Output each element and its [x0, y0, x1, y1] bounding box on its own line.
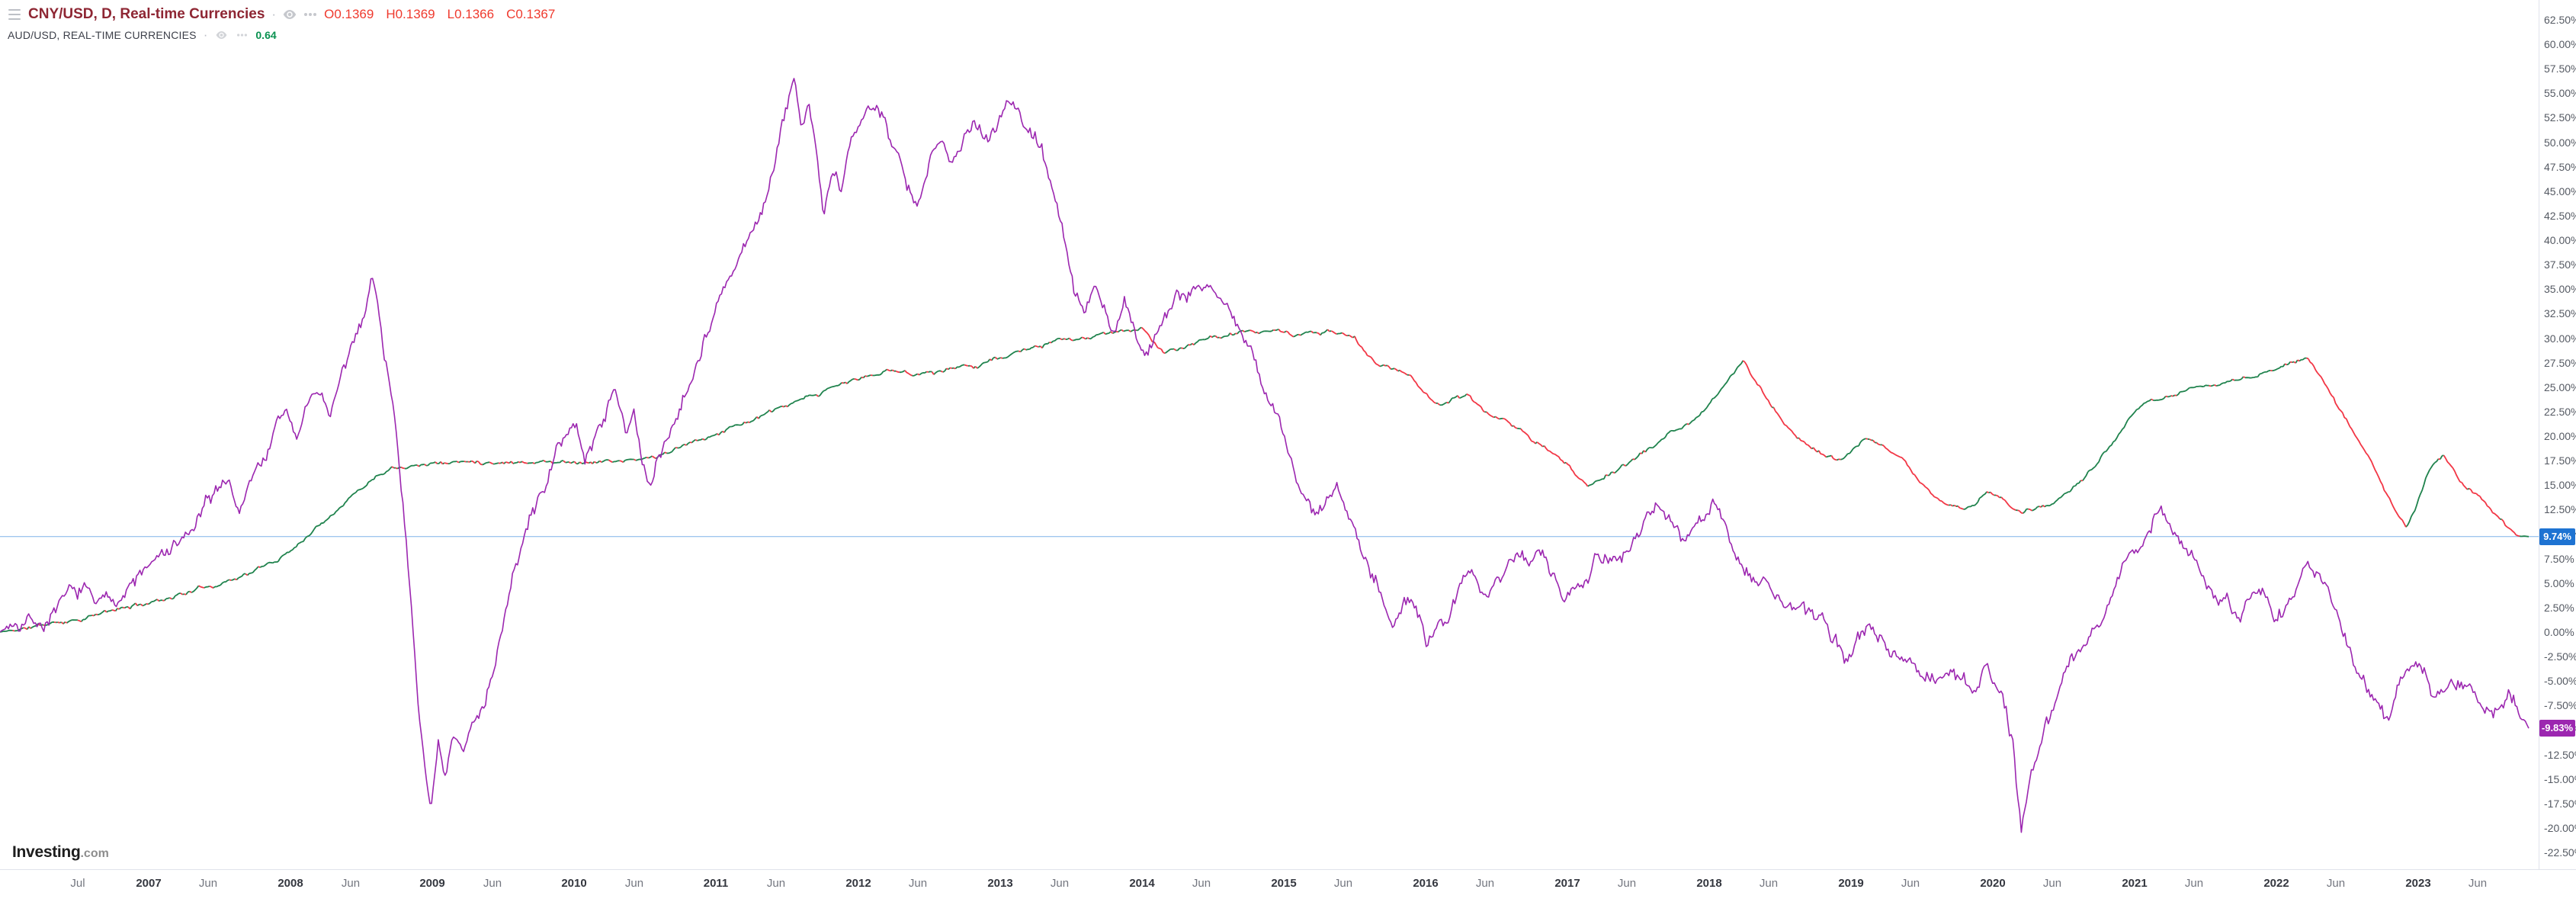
x-axis-label: Jun	[908, 877, 928, 890]
more-options-icon[interactable]	[235, 28, 249, 42]
x-axis-label: Jun	[1617, 877, 1637, 890]
x-axis-label: 2011	[703, 877, 729, 890]
y-axis-label: 47.50%	[2544, 160, 2576, 173]
y-axis-label: 32.50%	[2544, 307, 2576, 320]
y-axis-label: -5.00%	[2544, 675, 2576, 688]
ohlc-values: O0.1369 H0.1369 L0.1366 C0.1367	[324, 7, 555, 22]
y-axis-label: 2.50%	[2544, 601, 2574, 614]
y-axis-label: 5.00%	[2544, 576, 2574, 589]
x-axis-label: Jun	[2468, 877, 2488, 890]
x-axis-label: Jun	[341, 877, 361, 890]
x-axis-label: 2018	[1696, 877, 1722, 890]
x-axis-label: Jun	[2042, 877, 2062, 890]
x-axis-label: 2009	[419, 877, 445, 890]
y-axis-label: -20.00%	[2544, 821, 2576, 834]
y-axis-label: 27.50%	[2544, 356, 2576, 369]
y-axis-label: 25.00%	[2544, 380, 2576, 393]
legend-separator-dot: ·	[203, 27, 208, 42]
price-axis[interactable]: 62.50% 60.00% 57.50% 55.00% 52.50% 50.00% 47.5…	[2539, 0, 2576, 869]
aud-usd-series-line	[0, 78, 2529, 833]
compare-symbol-legend-row: AUD/USD, REAL-TIME CURRENCIES · 0.64	[8, 24, 555, 45]
x-axis-label: 2020	[1980, 877, 2006, 890]
x-axis-label: 2016	[1413, 877, 1439, 890]
more-options-icon[interactable]	[303, 8, 317, 21]
logo-text-main: Investing	[12, 843, 81, 861]
x-axis-label: 2008	[277, 877, 303, 890]
eye-icon[interactable]	[214, 28, 228, 42]
symbol-title[interactable]: CNY/USD, D, Real-time Currencies	[28, 5, 265, 22]
x-axis-label: Jun	[1050, 877, 1070, 890]
y-axis-label: -15.00%	[2544, 772, 2576, 785]
y-axis-label: -22.50%	[2544, 846, 2576, 859]
y-axis-label: -17.50%	[2544, 797, 2576, 810]
chart-legend: CNY/USD, D, Real-time Currencies · O0.13…	[8, 4, 555, 45]
compare-symbol-value: 0.64	[255, 28, 277, 41]
x-axis-label: 2019	[1838, 877, 1864, 890]
x-axis-label: Jun	[2326, 877, 2346, 890]
y-axis-label: 62.50%	[2544, 14, 2576, 26]
y-axis-label: -2.50%	[2544, 650, 2576, 663]
y-axis-label: 20.00%	[2544, 430, 2576, 442]
y-axis-label: 50.00%	[2544, 136, 2576, 149]
x-axis-label: 2023	[2405, 877, 2431, 890]
y-axis-label: 60.00%	[2544, 38, 2576, 51]
y-axis-label: 57.50%	[2544, 63, 2576, 75]
cny-usd-series-up	[0, 326, 2529, 633]
y-axis-label: -12.50%	[2544, 748, 2576, 761]
x-axis-label: Jun	[1901, 877, 1920, 890]
x-axis-label: Jun	[483, 877, 502, 890]
cny-usd-series-down	[12, 326, 2520, 632]
x-axis-label: Jun	[766, 877, 786, 890]
y-axis-label: 7.50%	[2544, 552, 2574, 565]
close-value: C0.1367	[506, 6, 556, 21]
y-axis-label: 35.00%	[2544, 283, 2576, 296]
y-axis-label: 30.00%	[2544, 332, 2576, 345]
x-axis-label: 2021	[2122, 877, 2148, 890]
x-axis-label: Jun	[1333, 877, 1353, 890]
open-value: O0.1369	[324, 6, 374, 21]
y-axis-label: 55.00%	[2544, 87, 2576, 100]
logo-text-suffix: .com	[80, 847, 109, 860]
y-axis-label: 0.00%	[2544, 625, 2574, 638]
x-axis-label: Jun	[2184, 877, 2204, 890]
compare-symbol-title[interactable]: AUD/USD, REAL-TIME CURRENCIES	[8, 28, 197, 41]
x-axis-label: 2015	[1271, 877, 1297, 890]
x-axis-label: Jul	[70, 877, 85, 890]
current-price-badge: 9.74%	[2539, 528, 2575, 545]
hamburger-menu-icon[interactable]	[8, 8, 21, 21]
time-axis[interactable]: Jul 2007 Jun 2008 Jun 2009 Jun 2010 Jun 2011 Jun 20…	[0, 870, 2576, 902]
x-axis-label: 2017	[1554, 877, 1580, 890]
time-axis-border	[0, 869, 2576, 870]
x-axis-label: Jun	[1192, 877, 1211, 890]
y-axis-label: 22.50%	[2544, 405, 2576, 418]
y-axis-label: 17.50%	[2544, 454, 2576, 467]
legend-separator-dot: ·	[271, 7, 277, 21]
low-value: L0.1366	[447, 6, 495, 21]
x-axis-label: 2022	[2263, 877, 2289, 890]
x-axis-label: 2013	[987, 877, 1013, 890]
x-axis-label: 2012	[845, 877, 871, 890]
x-axis-label: Jun	[1475, 877, 1495, 890]
compare-price-badge: -9.83%	[2539, 720, 2575, 737]
y-axis-label: 12.50%	[2544, 503, 2576, 516]
y-axis-label: 15.00%	[2544, 479, 2576, 492]
main-symbol-legend-row: CNY/USD, D, Real-time Currencies · O0.13…	[8, 4, 555, 24]
x-axis-label: 2007	[136, 877, 162, 890]
y-axis-label: 42.50%	[2544, 209, 2576, 222]
eye-icon[interactable]	[283, 8, 297, 21]
y-axis-label: 52.50%	[2544, 111, 2576, 124]
x-axis-label: Jun	[198, 877, 218, 890]
high-value: H0.1369	[386, 6, 435, 21]
investing-com-logo: Investing.com	[12, 843, 109, 862]
y-axis-label: 37.50%	[2544, 258, 2576, 271]
y-axis-label: -7.50%	[2544, 699, 2576, 712]
y-axis-label: 40.00%	[2544, 234, 2576, 247]
x-axis-label: Jun	[1759, 877, 1779, 890]
y-axis-label: 45.00%	[2544, 185, 2576, 197]
x-axis-label: 2010	[561, 877, 587, 890]
x-axis-label: Jun	[624, 877, 644, 890]
x-axis-label: 2014	[1129, 877, 1155, 890]
